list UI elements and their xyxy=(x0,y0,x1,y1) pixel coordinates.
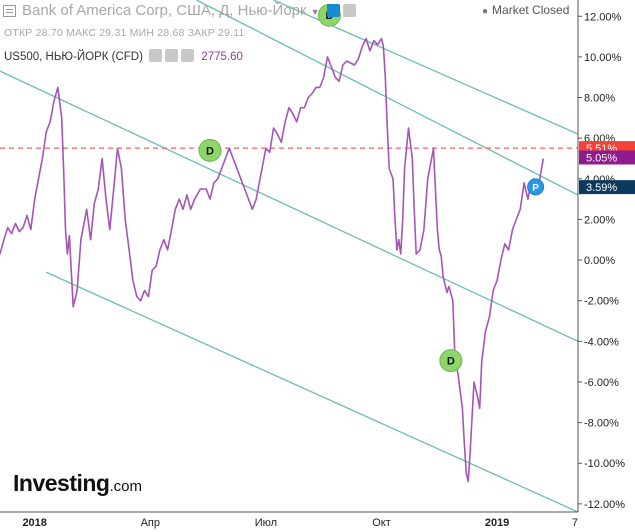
y-tick-label: 10.00% xyxy=(584,52,622,64)
trend-channels xyxy=(0,0,579,513)
compare-legend: US500, НЬЮ-ЙОРК (CFD) 2775.60 xyxy=(4,49,243,63)
y-axis: 12.00%10.00%8.00%6.00%4.00%2.00%0.00%-2.… xyxy=(577,0,625,512)
y-tick-label: -8.00% xyxy=(584,418,619,430)
market-status: ● Market Closed xyxy=(482,3,569,17)
trend-channel-line-0[interactable] xyxy=(0,70,579,342)
trend-channel-line-1[interactable] xyxy=(45,271,579,513)
x-axis: 2018 Апр Июл Окт 2019 7 xyxy=(0,511,578,529)
y-tick-label: 8.00% xyxy=(584,93,615,105)
x-tick-label: Окт xyxy=(372,517,391,529)
market-status-dot-icon: ● xyxy=(482,6,489,17)
chevron-down-icon[interactable]: ▼ xyxy=(310,7,320,17)
marker-label-2: D xyxy=(447,356,455,368)
y-tick-label: -2.00% xyxy=(584,296,619,308)
y-tick-label: -10.00% xyxy=(584,458,625,470)
y-tick-label: 2.00% xyxy=(584,214,615,226)
x-tick-label: 2019 xyxy=(485,517,509,529)
trend-channel-line-2[interactable] xyxy=(196,0,579,196)
price-label-box-1 xyxy=(579,150,635,165)
close-icon[interactable] xyxy=(181,49,195,62)
compare-value: 2775.60 xyxy=(201,51,243,63)
eye-icon[interactable] xyxy=(326,4,340,17)
logo-suffix: .com xyxy=(109,478,142,495)
marker-label-1: D xyxy=(206,145,214,157)
y-tick-label: -6.00% xyxy=(584,377,619,389)
ohlc-readout: ОТКР 28.70 МАКС 29.31 МИН 28.68 ЗАКР 29.… xyxy=(4,27,245,39)
eye-icon[interactable] xyxy=(149,49,163,62)
marker-circle-2[interactable] xyxy=(439,349,463,373)
y-tick-label: 12.00% xyxy=(584,11,622,23)
market-status-text: Market Closed xyxy=(492,3,570,17)
settings-icon[interactable] xyxy=(165,49,179,62)
settings-icon[interactable] xyxy=(342,4,356,17)
y-tick-label: 0.00% xyxy=(584,255,615,267)
price-label-text-2: 3.59% xyxy=(586,182,617,194)
chart-title: Bank of America Corp, США, Д, Нью-Йорк ▼ xyxy=(22,2,356,19)
price-label-box-2 xyxy=(579,180,635,195)
x-tick-label: 2018 xyxy=(22,517,46,529)
logo-main: Investing xyxy=(13,470,110,496)
price-labels: 5.51%5.05%3.59% xyxy=(579,141,635,195)
series-line-us500 xyxy=(0,37,545,483)
x-tick-label: Апр xyxy=(141,517,160,529)
x-tick-label: 7 xyxy=(572,517,578,529)
series-lines xyxy=(0,37,545,483)
investing-logo: Investing.com xyxy=(13,470,142,497)
y-tick-label: -4.00% xyxy=(584,336,619,348)
symbol-title: Bank of America Corp, США, Д, Нью-Йорк xyxy=(22,2,307,19)
marker-circle-3[interactable] xyxy=(527,178,545,196)
x-tick-label: Июл xyxy=(255,517,277,529)
marker-label-3: P xyxy=(532,183,539,194)
y-tick-label: -12.00% xyxy=(584,499,625,511)
marker-circle-1[interactable] xyxy=(198,138,222,162)
price-label-text-1: 5.05% xyxy=(586,152,617,164)
hamburger-menu-icon[interactable] xyxy=(3,5,16,17)
compare-symbol: US500, НЬЮ-ЙОРК (CFD) xyxy=(4,51,143,63)
